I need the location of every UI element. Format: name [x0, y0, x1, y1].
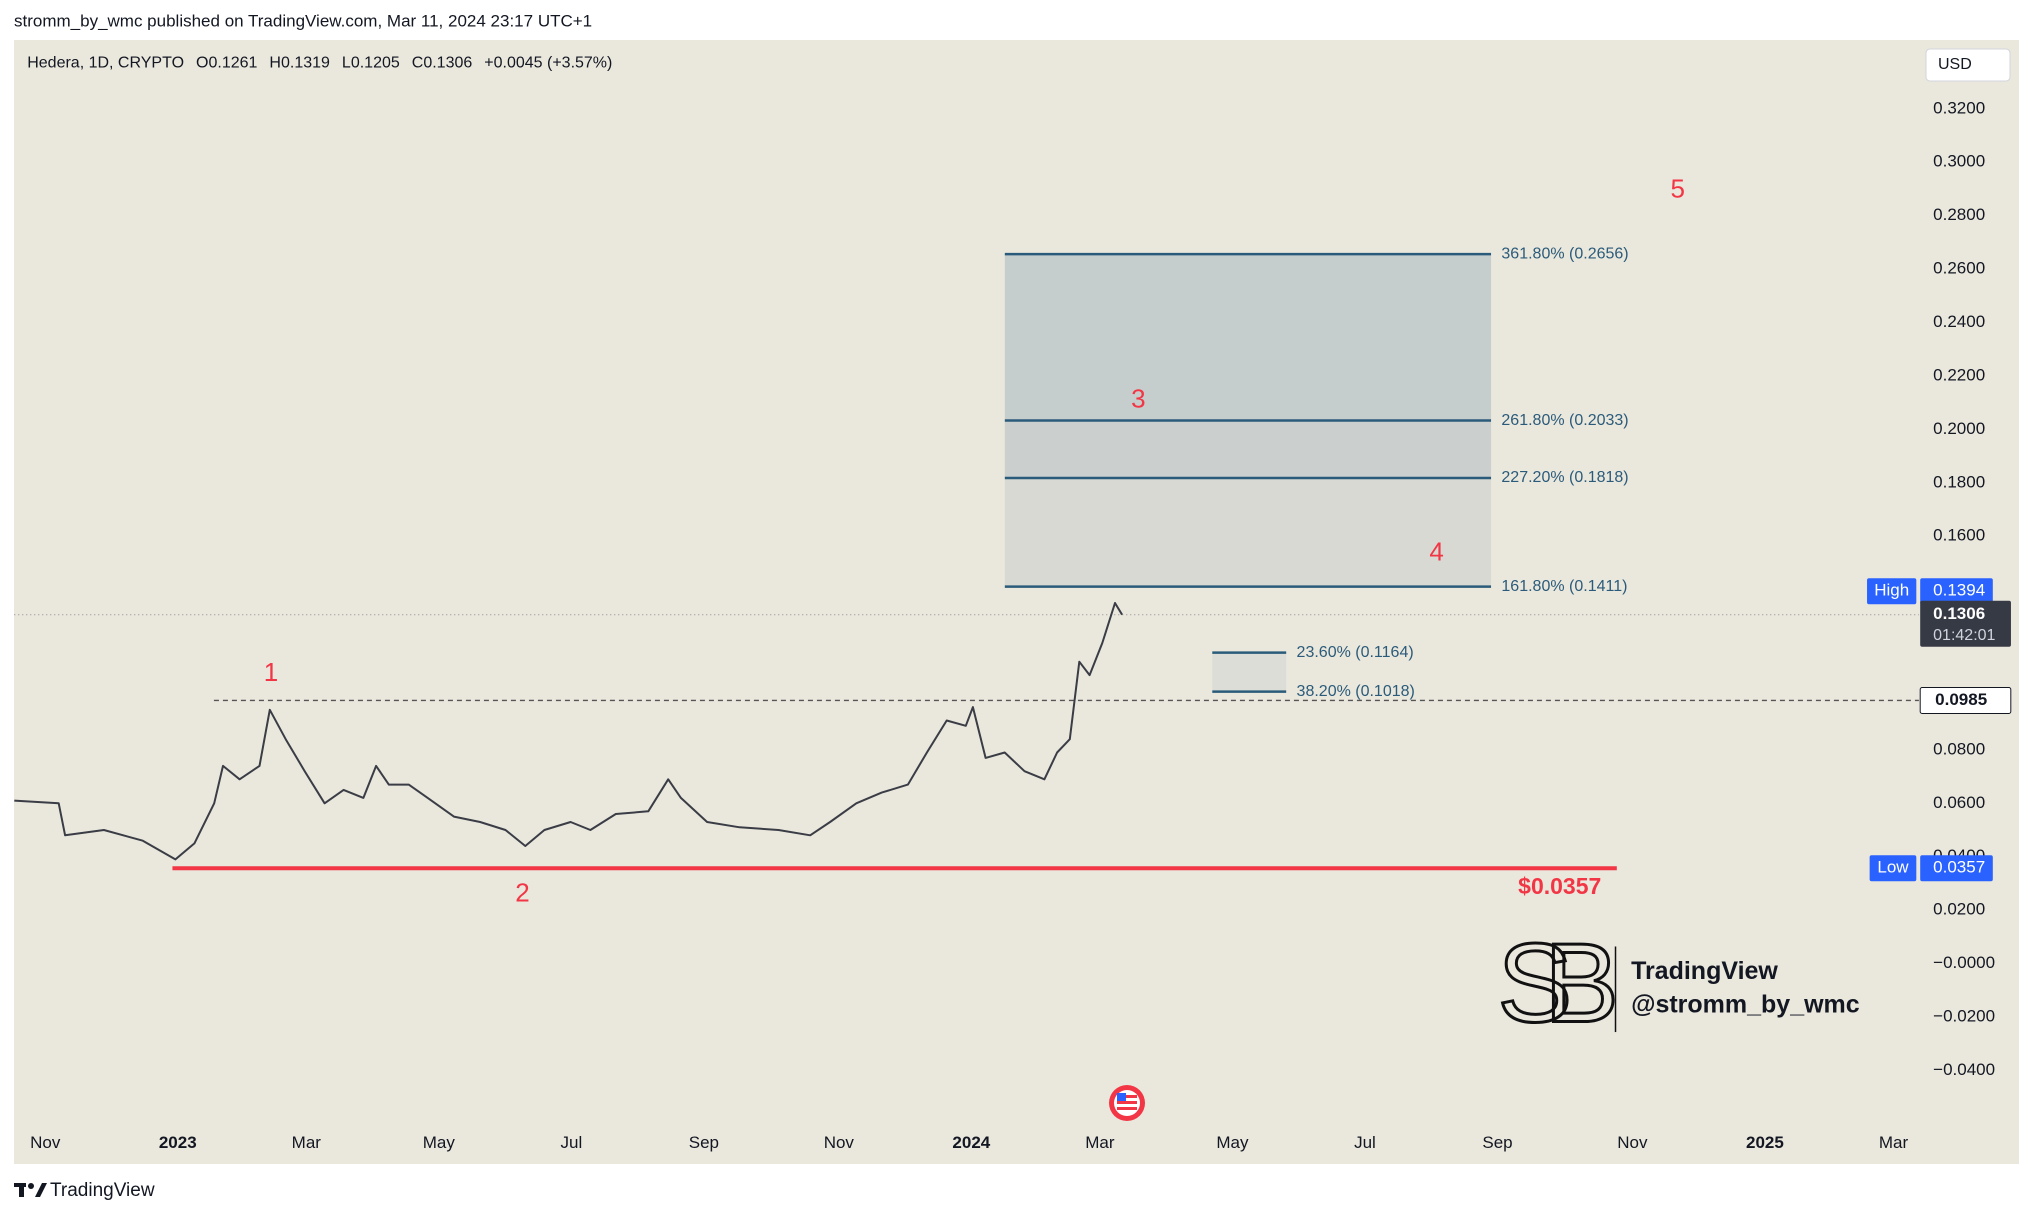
fib-label: 227.20% (0.1818) — [1501, 469, 1628, 486]
ohlc-value: C0.1306 — [412, 55, 473, 72]
ohlc-value: O0.1261 — [196, 55, 257, 72]
watermark-brand: TradingView — [1631, 957, 1778, 985]
calendar-icon[interactable] — [1109, 1085, 1145, 1121]
y-tick-label: 0.1800 — [1933, 472, 1985, 491]
retracement-label: 38.20% (0.1018) — [1297, 683, 1415, 700]
ohlc-value: H0.1319 — [269, 55, 330, 72]
retracement-zone — [1212, 652, 1287, 692]
y-tick-label: 0.3200 — [1933, 98, 1985, 117]
y-tick-label: −0.0200 — [1933, 1006, 1995, 1025]
wave-label: 3 — [1131, 384, 1145, 414]
last-price: 0.1306 — [1933, 604, 1985, 623]
last-price-bg — [1920, 600, 2011, 647]
footer-logo — [14, 1183, 47, 1197]
resistance-tag-bg — [1919, 686, 2012, 714]
low-tag: Low — [1877, 858, 1909, 877]
y-tick-label: 0.0800 — [1933, 739, 1985, 758]
low-value: 0.0357 — [1933, 858, 1985, 877]
wave-label: 1 — [264, 657, 278, 687]
symbol: Hedera, 1D, CRYPTO — [27, 55, 184, 72]
x-tick-label: 2025 — [1746, 1133, 1784, 1152]
x-tick-label: Sep — [689, 1133, 719, 1152]
fib-label: 361.80% (0.2656) — [1501, 245, 1628, 262]
fib-zone — [1004, 254, 1492, 421]
high-value: 0.1394 — [1933, 581, 1985, 600]
y-tick-label: 0.2600 — [1933, 259, 1985, 278]
fib-zone — [1004, 420, 1492, 478]
ohlc-value: L0.1205 — [342, 55, 400, 72]
icon-stripe[interactable] — [1117, 1095, 1137, 1098]
wave-label: 4 — [1429, 537, 1443, 567]
x-tick-label: 2024 — [952, 1133, 990, 1152]
x-tick-label: May — [1216, 1133, 1249, 1152]
support-label: $0.0357 — [1518, 873, 1601, 899]
icon-canton[interactable] — [1117, 1093, 1126, 1101]
high-tag-bg — [1867, 578, 1917, 605]
x-tick-label: 2023 — [159, 1133, 197, 1152]
low-tag-bg — [1869, 855, 1917, 882]
y-tick-label: −0.0000 — [1933, 953, 1995, 972]
low-value-bg — [1920, 855, 1993, 882]
x-tick-label: Jul — [561, 1133, 583, 1152]
logo-part — [35, 1183, 47, 1197]
x-tick-label: Nov — [824, 1133, 855, 1152]
x-tick-label: Mar — [1879, 1133, 1909, 1152]
icon-stripe[interactable] — [1117, 1101, 1137, 1104]
y-tick-label: 0.0600 — [1933, 793, 1985, 812]
x-tick-label: Nov — [30, 1133, 61, 1152]
logo-part — [19, 1183, 24, 1197]
x-tick-label: Jul — [1354, 1133, 1376, 1152]
publisher-note: stromm_by_wmc published on TradingView.c… — [14, 11, 592, 30]
retracement-label: 23.60% (0.1164) — [1297, 644, 1414, 661]
y-tick-label: 0.2000 — [1933, 419, 1985, 438]
x-tick-label: Nov — [1617, 1133, 1648, 1152]
wave-label: 5 — [1671, 173, 1685, 203]
logo-part — [28, 1183, 34, 1189]
countdown: 01:42:01 — [1933, 627, 1995, 644]
icon-stripe[interactable] — [1117, 1107, 1137, 1110]
symbol-legend: Hedera, 1D, CRYPTO O0.1261 H0.1319 L0.1205 C… — [27, 55, 612, 72]
high-tag: High — [1874, 581, 1909, 600]
price-line — [14, 602, 1123, 861]
chart-background — [14, 40, 2019, 1164]
watermark-handle: @stromm_by_wmc — [1631, 991, 1860, 1019]
x-tick-label: Mar — [1085, 1133, 1115, 1152]
y-tick-label: 0.0200 — [1933, 900, 1985, 919]
resistance-tag: 0.0985 — [1935, 690, 1987, 709]
ohlc-value: +0.0045 (+3.57%) — [484, 55, 612, 72]
y-tick-label: 0.2400 — [1933, 312, 1985, 331]
x-tick-label: Sep — [1482, 1133, 1512, 1152]
y-tick-label: 0.3000 — [1933, 152, 1985, 171]
wave-label: 2 — [515, 877, 529, 907]
x-tick-label: May — [423, 1133, 456, 1152]
fib-label: 161.80% (0.1411) — [1501, 578, 1627, 595]
fib-zone — [1004, 477, 1492, 587]
x-tick-label: Mar — [292, 1133, 322, 1152]
y-tick-label: −0.0400 — [1933, 1060, 1995, 1079]
fib-label: 261.80% (0.2033) — [1501, 412, 1628, 429]
currency-label[interactable]: USD — [1938, 56, 1972, 73]
high-value-bg — [1920, 578, 1993, 605]
y-tick-label: 0.1600 — [1933, 526, 1985, 545]
footer-brand: TradingView — [50, 1180, 155, 1201]
currency-button[interactable] — [1925, 48, 2011, 82]
y-tick-label: 0.2200 — [1933, 365, 1985, 384]
y-tick-label: 0.2800 — [1933, 205, 1985, 224]
